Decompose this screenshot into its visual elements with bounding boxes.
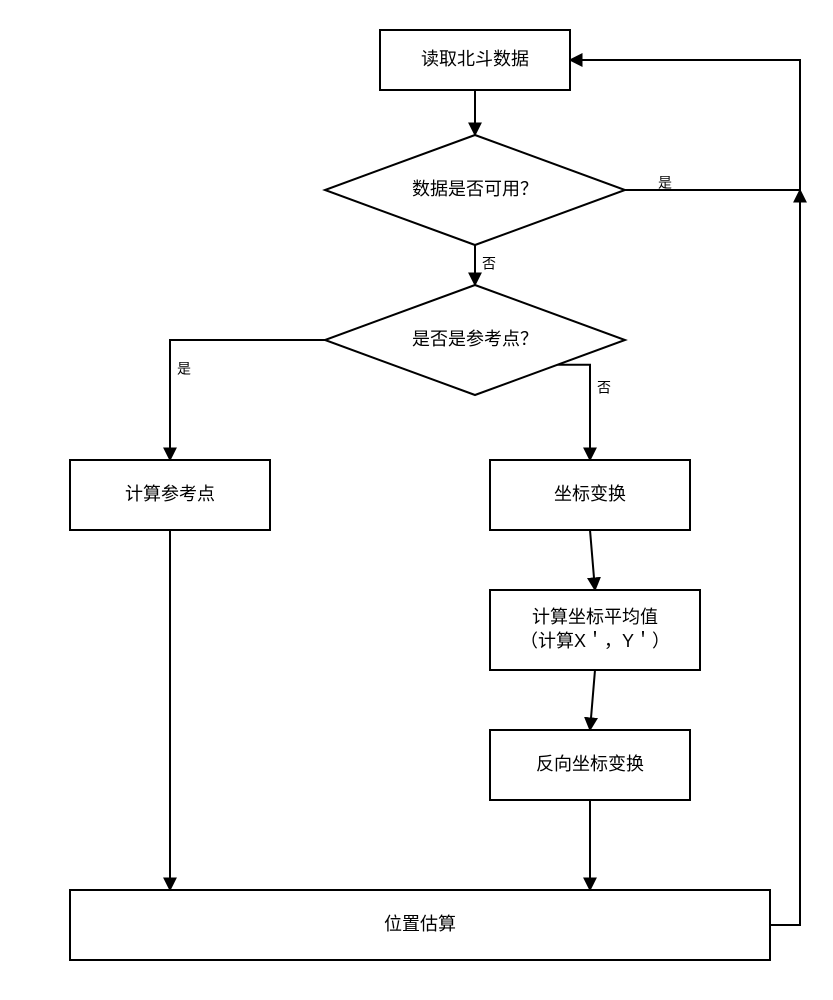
calc-ref-point-node-label: 计算参考点 [125,484,215,504]
position-est-node-label: 位置估算 [384,914,456,934]
edge-pos-loop-up [770,190,800,925]
coord-transform-node-label: 坐标变换 [554,484,626,504]
edge-ct-to-avg [590,530,595,590]
read-data-node-label: 读取北斗数据 [421,49,529,69]
edge-ref-yes [170,340,325,460]
label-ref-yes: 是 [177,361,191,377]
label-usable-yes: 是 [658,175,672,191]
label-usable-no: 否 [482,256,496,272]
calc-avg-label-1: 计算坐标平均值 [532,607,658,627]
data-usable-node-label: 数据是否可用？ [412,179,538,199]
label-ref-no: 否 [597,379,611,395]
edge-avg-to-rev [590,670,595,730]
is-ref-point-node-label: 是否是参考点？ [412,329,538,349]
edge-ref-no [558,365,591,460]
calc-avg-label-2: （计算X＇，Y＇） [520,631,670,651]
edge-usable-yes-loop [570,60,800,190]
reverse-transform-node-label: 反向坐标变换 [536,754,644,774]
